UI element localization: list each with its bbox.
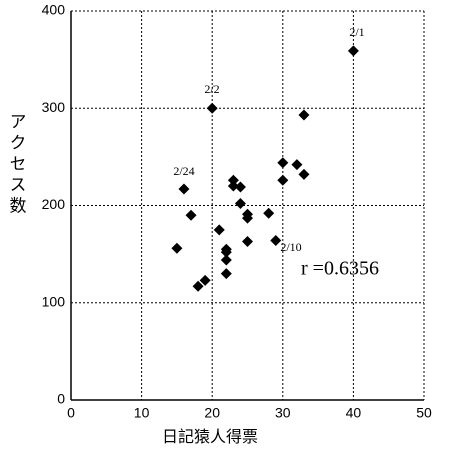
point xyxy=(270,235,282,247)
point xyxy=(178,183,190,195)
y-axis-label: アクセス数 xyxy=(7,113,27,218)
x-tick-label: 0 xyxy=(67,405,75,421)
y-tick-label: 200 xyxy=(42,196,66,212)
point xyxy=(206,102,218,114)
annotation: 2/10 xyxy=(280,240,301,254)
annotation: 2/24 xyxy=(173,164,194,178)
point xyxy=(298,109,310,121)
y-tick-label: 300 xyxy=(42,99,66,115)
point xyxy=(220,246,232,258)
point xyxy=(277,174,289,186)
y-tick-label: 400 xyxy=(42,2,66,18)
y-tick-label: 0 xyxy=(57,391,65,407)
point xyxy=(234,181,246,193)
x-tick-label: 20 xyxy=(204,405,220,421)
point xyxy=(213,224,225,236)
point xyxy=(242,212,253,224)
point xyxy=(227,180,239,192)
x-tick-label: 50 xyxy=(416,405,432,421)
point xyxy=(242,235,253,247)
point xyxy=(234,198,246,210)
point xyxy=(277,157,289,169)
point xyxy=(347,45,359,57)
point xyxy=(263,207,275,219)
x-axis-label: 日記猿人得票 xyxy=(162,428,258,446)
point xyxy=(220,268,232,280)
annotation: r =0.6356 xyxy=(301,258,379,280)
point xyxy=(185,209,197,221)
x-tick-label: 40 xyxy=(346,405,362,421)
point xyxy=(227,174,239,186)
point xyxy=(199,274,211,286)
x-tick-label: 30 xyxy=(275,405,291,421)
point xyxy=(220,254,232,266)
y-tick-label: 100 xyxy=(42,293,66,309)
point xyxy=(171,242,183,254)
annotation: 2/1 xyxy=(349,25,364,39)
point xyxy=(291,159,303,171)
point xyxy=(298,168,310,180)
x-tick-label: 10 xyxy=(134,405,150,421)
annotation: 2/2 xyxy=(204,82,219,96)
point xyxy=(192,280,204,292)
